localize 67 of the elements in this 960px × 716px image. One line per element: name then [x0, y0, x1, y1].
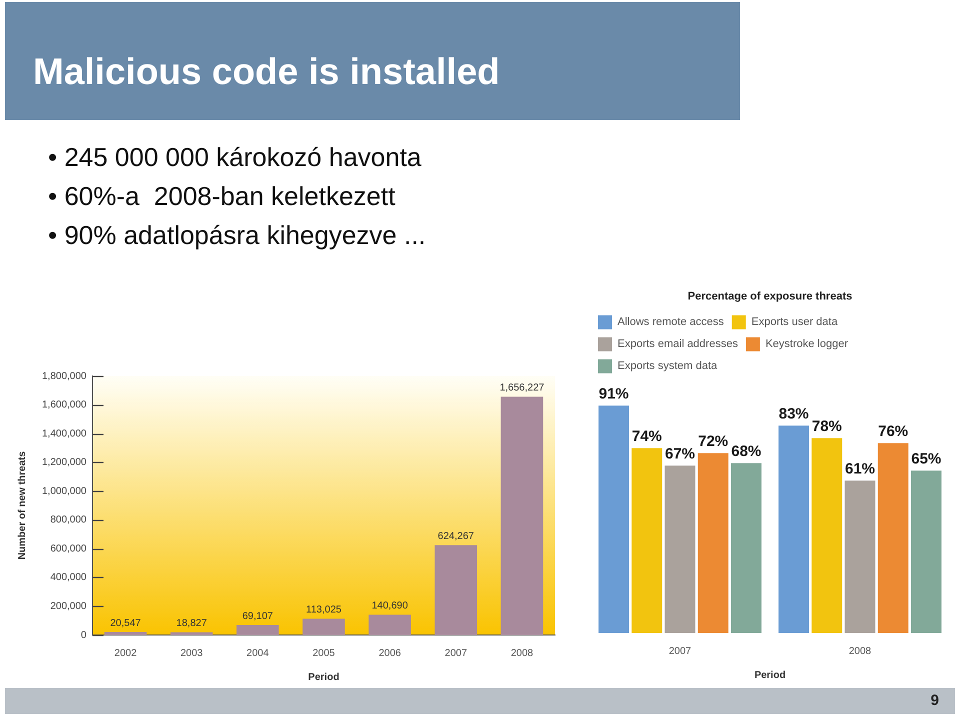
y-tick-label: 0 — [80, 630, 87, 641]
data-label: 72% — [698, 432, 728, 450]
bar — [434, 545, 478, 635]
y-tick-label: 1,000,000 — [42, 486, 87, 497]
y-tick-label: 1,800,000 — [42, 370, 87, 382]
data-label: 65% — [911, 450, 942, 468]
bar — [812, 438, 842, 633]
data-label: 1,656,227 — [500, 382, 545, 394]
y-tick-label: 1,200,000 — [42, 457, 87, 468]
bar — [302, 618, 345, 635]
bar — [731, 463, 762, 633]
y-axis-title: Number of new threats — [16, 450, 28, 560]
data-label: 76% — [878, 422, 908, 440]
chart-title: Percentage of exposure threats — [688, 290, 852, 303]
x-tick-label: 2006 — [378, 648, 402, 659]
data-label: 113,025 — [306, 604, 342, 616]
data-label: 20,547 — [110, 618, 142, 629]
legend-label: Exports system data — [618, 360, 718, 372]
x-tick-label: 2008 — [510, 648, 534, 659]
bar — [170, 632, 213, 635]
legend-label: Allows remote access — [618, 316, 724, 328]
bar — [664, 466, 696, 633]
x-tick-label: 2008 — [848, 646, 872, 657]
y-tick-label: 400,000 — [50, 572, 87, 584]
x-tick-label: 2007 — [668, 646, 692, 657]
data-label: 18,827 — [176, 618, 208, 630]
y-tick-label: 1,600,000 — [42, 400, 87, 411]
bar — [598, 406, 629, 633]
data-label: 624,267 — [438, 530, 474, 542]
data-label: 140,690 — [372, 600, 408, 612]
data-label: 67% — [664, 445, 696, 462]
bar — [236, 625, 279, 635]
x-tick-label: 2002 — [114, 648, 138, 659]
bar — [698, 453, 728, 633]
bar — [844, 480, 876, 633]
bar — [911, 470, 942, 633]
data-label: 78% — [812, 418, 842, 435]
y-tick-label: 600,000 — [50, 543, 87, 554]
data-label: 91% — [598, 385, 629, 402]
text: • 245 000 000 károkozó havonta — [48, 141, 422, 174]
x-axis-title: Period — [308, 672, 340, 683]
y-tick-label: 200,000 — [50, 600, 87, 612]
bar — [778, 426, 809, 633]
text: • 90% adatlopásra kihegyezve ... — [48, 219, 426, 252]
bar — [500, 396, 544, 635]
y-tick-label: 1,400,000 — [42, 428, 87, 440]
legend-label: Keystroke logger — [765, 338, 848, 350]
x-tick-label: 2007 — [444, 648, 468, 659]
text: • 60%-a 2008-ban keletkezett — [48, 180, 396, 213]
x-tick-label: 2003 — [180, 648, 204, 659]
legend-label: Exports email addresses — [618, 338, 738, 350]
legend-label: Exports user data — [751, 316, 838, 328]
text: 9 — [930, 692, 939, 710]
bar — [104, 632, 147, 635]
bar — [632, 448, 662, 633]
y-tick-label: 800,000 — [50, 514, 87, 526]
bar — [878, 443, 908, 633]
data-label: 74% — [632, 428, 662, 445]
x-axis-title: Period — [754, 670, 786, 681]
x-tick-label: 2005 — [312, 648, 336, 659]
data-label: 83% — [778, 405, 809, 422]
data-label: 68% — [731, 442, 762, 460]
x-tick-label: 2004 — [246, 648, 270, 659]
bar — [368, 614, 411, 635]
data-label: 61% — [844, 460, 876, 478]
data-label: 69,107 — [242, 610, 274, 622]
chart-title: Malicious code is installed — [33, 51, 500, 93]
